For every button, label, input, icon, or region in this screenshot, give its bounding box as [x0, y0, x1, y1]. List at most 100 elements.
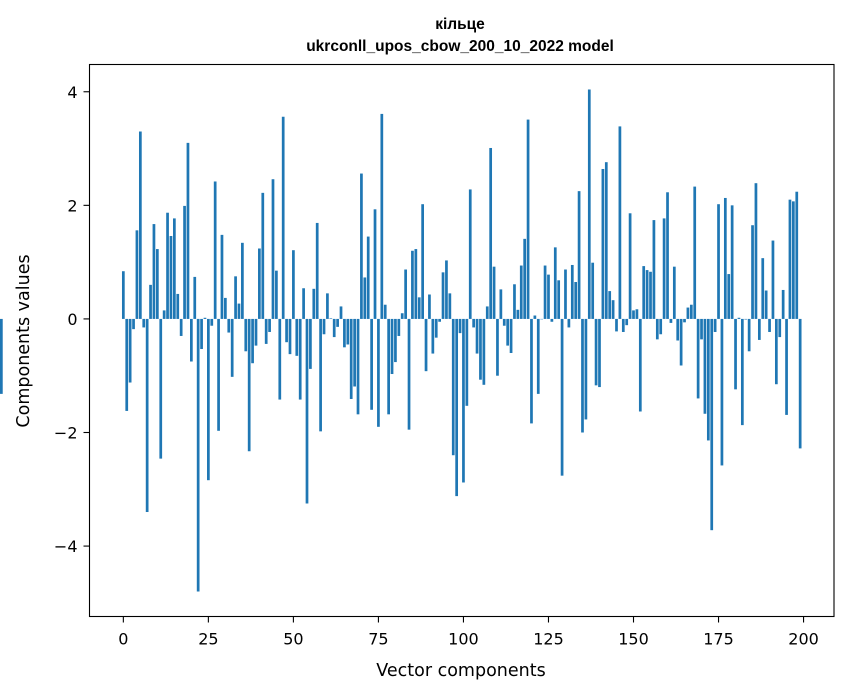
bar: [305, 318, 309, 504]
bar: [792, 201, 795, 319]
bar: [526, 119, 530, 319]
y-tick-label: −4: [54, 537, 78, 556]
bar: [363, 277, 367, 319]
bar: [696, 318, 700, 399]
bar: [383, 304, 387, 319]
bar: [509, 318, 513, 353]
bar: [207, 318, 210, 481]
bar: [138, 131, 142, 319]
bar: [428, 294, 431, 319]
bar: [734, 318, 737, 390]
bar: [795, 191, 799, 319]
bar: [536, 318, 540, 394]
bar: [608, 291, 612, 319]
bar: [560, 318, 564, 476]
bar: [713, 318, 717, 332]
bar: [237, 303, 241, 319]
bar: [570, 264, 574, 319]
bar: [356, 318, 360, 415]
bar: [326, 293, 329, 319]
bar: [788, 199, 792, 319]
x-tick-label: 100: [448, 630, 479, 649]
bar: [543, 265, 547, 319]
bar: [121, 271, 125, 319]
bar: [489, 147, 493, 319]
bar: [424, 318, 428, 372]
bar: [319, 318, 322, 432]
bar: [200, 318, 203, 350]
bar: [224, 297, 227, 319]
bar: [217, 318, 220, 431]
bar: [404, 269, 407, 319]
bar: [210, 318, 214, 326]
bar: [737, 317, 741, 319]
bar: [645, 270, 649, 319]
bar: [553, 247, 557, 319]
bar: [513, 284, 516, 319]
bar: [275, 270, 278, 319]
bar: [227, 318, 231, 333]
bar: [666, 192, 669, 319]
bar: [309, 318, 312, 369]
bar: [764, 290, 768, 319]
bar: [329, 318, 333, 319]
bar: [679, 318, 683, 366]
bar: [502, 318, 506, 326]
y-tick-label: −2: [54, 424, 78, 443]
bar: [462, 318, 465, 483]
bar: [339, 306, 343, 319]
bar: [465, 318, 469, 406]
bar: [173, 218, 176, 319]
bar: [445, 260, 448, 319]
x-tick-label: 125: [533, 630, 564, 649]
bar: [220, 234, 224, 319]
bar: [438, 318, 441, 322]
bar: [159, 318, 163, 459]
bar: [166, 212, 169, 319]
bar: [655, 318, 659, 340]
y-axis-label: Components values: [14, 254, 34, 427]
bar: [346, 318, 350, 345]
bar: [288, 318, 292, 355]
bar: [598, 318, 601, 388]
bar: [577, 191, 581, 319]
bar: [353, 318, 356, 387]
bar: [499, 289, 503, 319]
bar: [751, 225, 754, 319]
y-tick-label: 4: [67, 83, 77, 102]
bar: [455, 318, 459, 497]
bar: [414, 249, 418, 319]
plot-frame: [88, 63, 835, 618]
bar: [312, 288, 316, 319]
bar: [632, 310, 635, 319]
bar: [213, 181, 217, 319]
bar: [727, 274, 731, 319]
bar: [706, 318, 710, 441]
bar: [567, 318, 571, 328]
bar: [407, 318, 411, 430]
bar: [768, 318, 771, 332]
bar: [145, 318, 149, 513]
bar: [468, 189, 472, 319]
bar: [155, 249, 159, 319]
bar: [550, 318, 554, 322]
bar: [380, 113, 384, 319]
axis-ticks: 0 25 50 75 100 125 150 175 200 −4 −2 0 2 4: [54, 83, 819, 649]
bar: [152, 224, 156, 319]
y-tick-label: 0: [67, 310, 77, 329]
bar: [251, 318, 254, 364]
bar: [618, 126, 622, 319]
bar: [523, 238, 527, 319]
bar: [781, 289, 785, 319]
bar: [373, 209, 377, 319]
bar: [258, 248, 261, 319]
bar: [747, 318, 751, 352]
bar: [451, 318, 455, 456]
bar: [400, 313, 404, 319]
bar: [302, 288, 305, 319]
bar: [771, 240, 775, 319]
bar: [234, 276, 237, 319]
bar: [662, 218, 666, 319]
bar: [710, 318, 714, 531]
bar: [492, 266, 496, 319]
